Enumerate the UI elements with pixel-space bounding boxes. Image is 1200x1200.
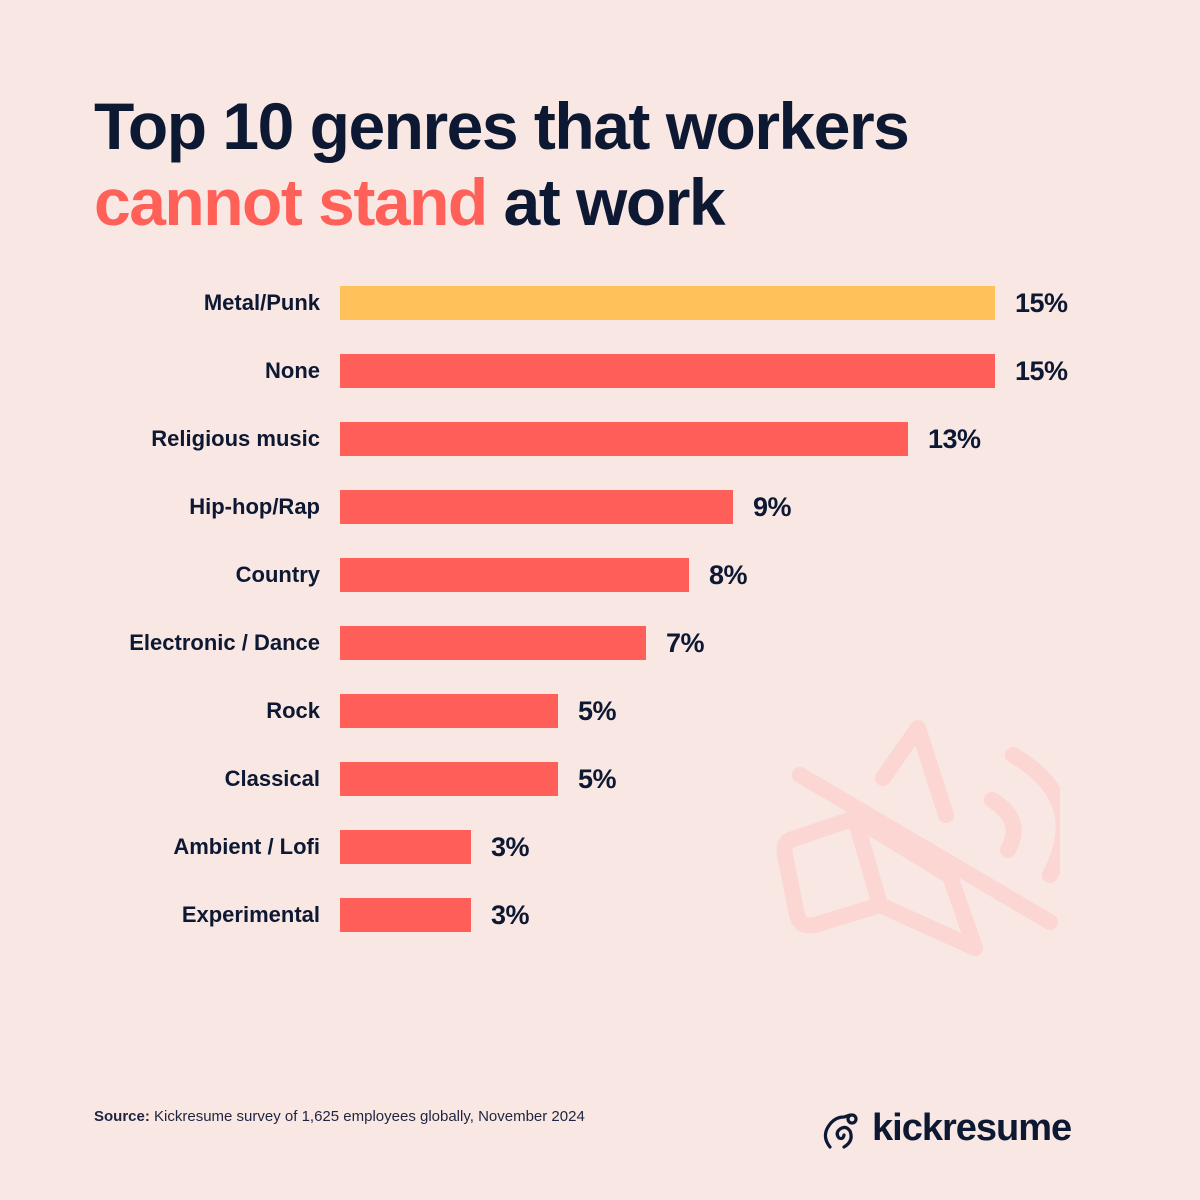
title-line1: Top 10 genres that workers: [94, 89, 910, 163]
page-title: Top 10 genres that workers cannot stand …: [94, 88, 910, 240]
bar-row: Rock 5%: [0, 694, 1200, 728]
bar: [340, 898, 471, 932]
value-label: 13%: [928, 424, 981, 454]
muted-speaker-icon: [776, 720, 1060, 956]
bar: [340, 422, 908, 456]
category-label: Ambient / Lofi: [173, 834, 320, 859]
source-text: Kickresume survey of 1,625 employees glo…: [149, 1108, 585, 1125]
category-label: Rock: [266, 698, 320, 723]
value-label: 8%: [709, 560, 748, 590]
bar: [340, 490, 733, 524]
category-label: Hip-hop/Rap: [189, 494, 320, 519]
value-label: 5%: [578, 696, 617, 726]
value-label: 15%: [1015, 288, 1068, 318]
category-label: Metal/Punk: [203, 290, 320, 315]
source-note: Source: Kickresume survey of 1,625 emplo…: [94, 1108, 585, 1125]
category-label: Country: [235, 562, 320, 587]
value-label: 3%: [491, 900, 530, 930]
source-label: Source:: [94, 1108, 150, 1125]
value-label: 7%: [666, 628, 705, 658]
brand-name: kickresume: [872, 1106, 1072, 1149]
bar-row: Country 8%: [0, 558, 1200, 592]
bar-row: None 15%: [0, 354, 1200, 388]
category-label: Electronic / Dance: [129, 630, 320, 655]
category-label: None: [265, 358, 320, 383]
bar-row: Experimental 3%: [0, 898, 1200, 932]
title-accent: cannot stand: [94, 165, 488, 239]
bar-row: Classical 5%: [0, 762, 1200, 796]
bar-row: Religious music 13%: [0, 422, 1200, 456]
bar-row: Metal/Punk 15%: [0, 286, 1200, 320]
value-label: 15%: [1015, 356, 1068, 386]
bar: [340, 830, 471, 864]
chameleon-logo-icon: [823, 1113, 858, 1149]
bar: [340, 762, 558, 796]
kickresume-logo: kickresume: [820, 1105, 1072, 1151]
value-label: 9%: [753, 492, 792, 522]
bar: [340, 286, 995, 320]
value-label: 3%: [491, 832, 530, 862]
value-label: 5%: [578, 764, 617, 794]
category-label: Religious music: [151, 426, 320, 451]
bar-row: Electronic / Dance 7%: [0, 626, 1200, 660]
bar-row: Hip-hop/Rap 9%: [0, 490, 1200, 524]
bar-row: Ambient / Lofi 3%: [0, 830, 1200, 864]
category-label: Experimental: [181, 902, 320, 927]
bar: [340, 558, 689, 592]
bar: [340, 694, 558, 728]
bar: [340, 626, 646, 660]
title-rest: at work: [486, 165, 726, 239]
bar: [340, 354, 995, 388]
category-label: Classical: [224, 766, 320, 791]
